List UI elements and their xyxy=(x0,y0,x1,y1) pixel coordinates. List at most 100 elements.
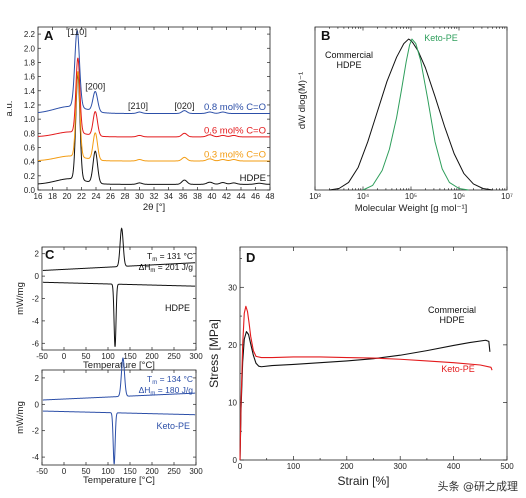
tm-subscript: m xyxy=(152,257,157,263)
panel-d-xtick-label: 400 xyxy=(447,462,461,471)
panel-a-ytick-label: 1.8 xyxy=(24,58,36,67)
panel-c-hdpe-xtick-label: 100 xyxy=(101,352,115,361)
panel-c-ketope-xtick-label: 50 xyxy=(82,467,91,476)
panel-a-xtick-label: 36 xyxy=(179,192,188,201)
panel-d-frame xyxy=(239,246,508,461)
panel-c-hdpe-ytick-label: 0 xyxy=(35,272,40,281)
panel-b-xtick-label: 10⁴ xyxy=(357,192,370,201)
panel-d-xtick-label: 500 xyxy=(500,462,514,471)
panel-a-peak-label: [110] xyxy=(67,27,86,37)
panel-c-ketope-xtick-label: -50 xyxy=(36,467,48,476)
panel-d-series-line xyxy=(239,331,491,461)
panel-c-ketope-frame xyxy=(41,369,197,466)
panel-c-ketope-dhm-annotation: ΔHm = 180 J/g xyxy=(139,385,194,397)
panel-d-xlabel: Strain [%] xyxy=(337,474,389,488)
panel-c-ketope-ytick-label: 2 xyxy=(35,374,40,383)
label-line: Commercial xyxy=(428,305,476,315)
panel-d-xtick-label: 200 xyxy=(340,462,354,471)
panel-c-hdpe-ytick-label: -4 xyxy=(32,317,40,326)
panel-a-peak-label: [210] xyxy=(128,101,148,111)
panel-c-hdpe-ytick-label: -6 xyxy=(32,339,40,348)
panel-b-molecular-weight-chart: 10³ 10⁴ 10⁵ 10⁶ 10⁷ Molecular Weight [g mol⁻¹… xyxy=(297,26,513,214)
panel-a-series-label: HDPE xyxy=(240,173,266,184)
panel-d-xtick-label: 0 xyxy=(238,462,243,471)
panel-a-ytick-label: 2.0 xyxy=(24,44,36,53)
panel-a-ytick-label: 1.6 xyxy=(24,73,36,82)
panel-d-ytick-label: 0 xyxy=(233,456,238,465)
panel-b-letter: B xyxy=(321,28,330,43)
panel-c-ketope-xtick-label: 250 xyxy=(167,467,181,476)
panel-a-peak-label: [200] xyxy=(85,81,105,91)
panel-a-xtick-label: 20 xyxy=(63,192,72,201)
panel-c-ketope-heating-curve xyxy=(42,357,196,401)
label-line: HDPE xyxy=(336,60,361,70)
panel-c-hdpe-xtick-label: 150 xyxy=(123,352,137,361)
panel-a-letter: A xyxy=(44,28,54,43)
tm-symbol: T xyxy=(147,251,152,261)
panel-c-ketope-xtick-label: 200 xyxy=(145,467,159,476)
panel-a-xlabel: 2θ [°] xyxy=(143,202,165,213)
panel-a-xtick-label: 48 xyxy=(266,192,275,201)
label-line: Keto-PE xyxy=(424,33,458,43)
panel-a-xtick-label: 42 xyxy=(222,192,231,201)
panel-a-xtick-label: 22 xyxy=(77,192,86,201)
panel-a-ytick-label: 0.0 xyxy=(24,186,36,195)
panel-c-hdpe-cooling-curve xyxy=(42,281,196,347)
panel-c-ketope-xtick-label: 150 xyxy=(123,467,137,476)
panel-c-hdpe-xtick-label: 200 xyxy=(145,352,159,361)
watermark: 头条 @研之成理 xyxy=(437,480,519,493)
panel-c-hdpe-xtick-label: 50 xyxy=(82,352,91,361)
panel-a-xtick-label: 44 xyxy=(237,192,246,201)
tm-value: = 134 °C xyxy=(157,374,193,384)
panel-b-series-line xyxy=(362,38,469,191)
panel-c-ketope-xtick-label: 300 xyxy=(189,467,203,476)
dhm-subscript: m xyxy=(150,391,155,397)
panel-d-ylabel: Stress [MPa] xyxy=(207,319,221,388)
panel-c-hdpe-xtick-label: -50 xyxy=(36,352,48,361)
panel-c-hdpe-ylabel: mW/mg xyxy=(15,282,26,315)
panel-c-ketope-tm-annotation: Tm = 134 °C xyxy=(147,374,193,386)
panel-a-xrd-chart: 16 18 20 22 24 26 28 30 32 34 36 38 40 42 44 46 48 0.0 0.2… xyxy=(4,26,275,213)
panel-c-hdpe-ytick-label: -2 xyxy=(32,295,40,304)
panel-b-xtick-label: 10⁷ xyxy=(501,192,513,201)
panel-d-xtick-label: 100 xyxy=(287,462,301,471)
panel-c-dsc-hdpe-chart: -50 0 50 100 150 200 250 300 2 0 -2 -4 -6 Temperature… xyxy=(15,227,203,371)
panel-a-ytick-label: 0.6 xyxy=(24,143,36,152)
panel-b-ylabel: dW dlog(M)⁻¹ xyxy=(297,72,308,129)
panel-d-stress-strain-chart: 0 100 200 300 400 500 0 10 20 30 Strain [%] Stress … xyxy=(207,246,514,488)
panel-a-series-line xyxy=(37,57,270,138)
panel-c-hdpe-dhm-annotation: ΔHm = 201 J/g xyxy=(139,262,194,274)
panel-c-hdpe-sample-label: HDPE xyxy=(165,303,190,313)
dhm-symbol: ΔH xyxy=(139,262,151,272)
panel-a-ytick-label: 1.2 xyxy=(24,101,36,110)
panel-d-series-label: Commercial HDPE xyxy=(428,305,476,325)
panel-a-peak-label: [020] xyxy=(174,101,194,111)
panel-a-xtick-label: 24 xyxy=(92,192,101,201)
panel-a-xtick-label: 34 xyxy=(164,192,173,201)
panel-b-xtick-label: 10⁶ xyxy=(453,192,465,201)
panel-b-xlabel: Molecular Weight [g mol⁻¹] xyxy=(355,203,468,214)
panel-d-ytick-label: 30 xyxy=(228,283,237,292)
tm-symbol: T xyxy=(147,374,152,384)
label-line: Commercial xyxy=(325,50,373,60)
panel-d-ytick-label: 10 xyxy=(228,398,237,407)
panel-d-series-line xyxy=(239,305,493,461)
panel-a-series-label: 0.8 mol% C=O xyxy=(204,102,266,113)
dhm-value: = 201 J/g xyxy=(155,262,193,272)
panel-a-series-label: 0.6 mol% C=O xyxy=(204,125,266,136)
panel-c-ketope-ytick-label: -2 xyxy=(32,427,40,436)
panel-d-ytick-label: 20 xyxy=(228,341,237,350)
panel-a-ytick-label: 0.8 xyxy=(24,129,36,138)
tm-value: = 131 °C xyxy=(157,251,193,261)
panel-a-xtick-label: 40 xyxy=(208,192,217,201)
panel-c-hdpe-xtick-label: 300 xyxy=(189,352,203,361)
panel-c-hdpe-xtick-label: 250 xyxy=(167,352,181,361)
panel-a-ytick-label: 1.4 xyxy=(24,87,36,96)
panel-a-xtick-label: 18 xyxy=(48,192,57,201)
tm-subscript: m xyxy=(152,380,157,386)
panel-c-hdpe-tm-annotation: Tm = 131 °C xyxy=(147,251,193,263)
panel-a-ytick-label: 1.0 xyxy=(24,115,36,124)
panel-a-series-label: 0.3 mol% C=O xyxy=(204,149,266,160)
panel-c-ketope-ytick-label: 0 xyxy=(35,400,40,409)
